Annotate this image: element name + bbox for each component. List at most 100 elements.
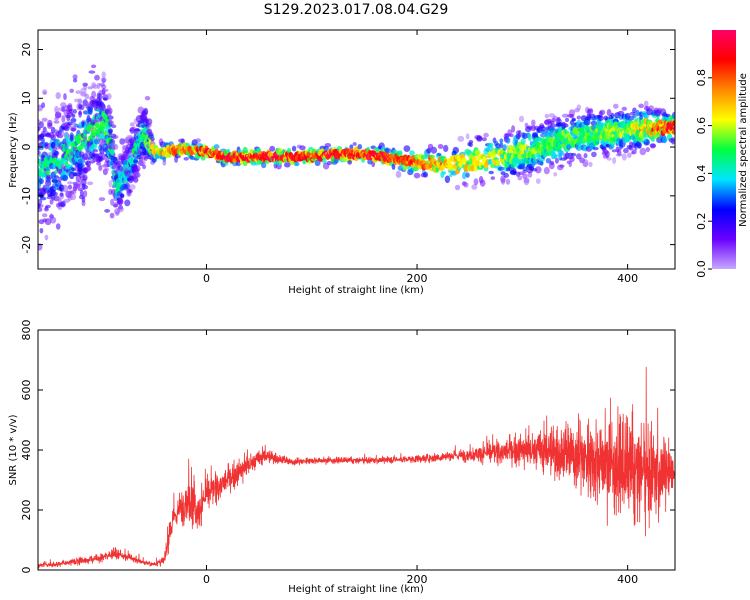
spectrogram-cell [129, 122, 135, 127]
spectrogram-cell [476, 135, 483, 142]
spectrogram-cell [621, 106, 627, 111]
spectrogram-cell [591, 151, 597, 158]
spectrogram-cell [352, 142, 357, 146]
colorbar-ticks: 0.0 0.2 0.4 0.6 0.8 [695, 69, 712, 278]
spectrogram-cell [648, 105, 655, 112]
spectrogram-cell [517, 175, 523, 181]
spectrogram-cell [357, 144, 363, 150]
spectrogram-cell [471, 184, 478, 190]
spectrogram-cell [505, 137, 511, 144]
spectrogram-cell [75, 90, 82, 94]
spectrogram-cell [665, 113, 671, 118]
spectrogram-cell [110, 120, 115, 126]
snr-y-ticks: 0 200 400 600 800 [20, 320, 675, 574]
x-tick-label: 0 [203, 272, 210, 285]
spectrogram-cell [59, 192, 64, 197]
spectrogram-cell [505, 178, 511, 185]
spectrogram-cell [70, 118, 77, 123]
spectrogram-cell [83, 190, 88, 198]
spectrogram-cell [112, 143, 119, 150]
spectrogram-cell [576, 104, 582, 111]
spectrogram-cell [582, 161, 589, 168]
spectrogram-cell [623, 148, 629, 154]
spectrogram-cell [93, 138, 101, 145]
spectrogram-cell [117, 206, 124, 213]
spectrogram-cell [42, 89, 48, 95]
y-tick-label: 0 [20, 144, 33, 151]
spectrogram-cell [261, 162, 267, 169]
y-tick-label: 10 [20, 91, 33, 105]
spectrogram-cell [84, 93, 90, 100]
spectrogram-cell [150, 137, 155, 142]
spectrogram-cell [503, 172, 509, 178]
spectrogram-cell [544, 113, 549, 119]
y-tick-label: 800 [20, 320, 33, 341]
spectrogram-cell [347, 160, 353, 165]
spectrogram-cell [45, 169, 51, 176]
spectrogram-cell [45, 204, 51, 209]
spectrogram-cell [611, 149, 617, 153]
spectrogram-cell [71, 127, 76, 132]
spectrogram-cell [650, 143, 656, 149]
colorbar-tick-label: 0.2 [695, 212, 708, 230]
spectrogram-cell [101, 84, 107, 90]
spectrogram-cell [463, 182, 469, 188]
spectrogram-cell [672, 126, 675, 131]
spectrogram-cell [41, 117, 48, 122]
spectrogram-cell [98, 164, 103, 171]
spectrogram-cell [465, 172, 470, 178]
spectrogram-cell [610, 112, 615, 119]
spectrogram-cell [108, 129, 113, 136]
spectrogram-cell [518, 115, 525, 123]
spectrogram-cell [550, 123, 557, 128]
spectrogram-ridge-cell [76, 137, 81, 144]
spectrogram-cell [483, 132, 489, 138]
spectrogram-cell [632, 107, 637, 114]
spectrogram-cell [93, 143, 98, 149]
spectrogram-cell [102, 88, 109, 93]
spectrogram-cell [385, 148, 392, 154]
colorbar-tick-label: 0.0 [695, 260, 708, 278]
spectrogram-cell [507, 129, 513, 135]
spectrogram-cell [650, 136, 656, 142]
spectrogram-cell [430, 146, 438, 154]
spectrogram-cell [51, 191, 58, 196]
spectrogram-cell [78, 158, 86, 164]
spectrogram-cell [72, 74, 78, 80]
spectrogram-cell [67, 184, 73, 190]
spectrogram-cell [645, 139, 650, 146]
spectrogram-ridge-cell [470, 165, 475, 172]
spectrogram-cell [78, 98, 83, 105]
spectrogram-cell [643, 113, 649, 120]
spectrogram-cell [128, 189, 133, 193]
spectrogram-cell [49, 199, 54, 205]
spectrogram-cell [58, 129, 65, 138]
spectrogram-cell [78, 163, 85, 169]
y-tick-label: 20 [20, 43, 33, 57]
spectrogram-cell [82, 174, 88, 181]
colorbar-tick-label: 0.4 [695, 165, 708, 183]
spectrogram-cell [462, 171, 467, 180]
spectrogram-cell [671, 129, 675, 135]
spectrogram-cell [162, 160, 167, 166]
x-tick-label: 200 [407, 272, 428, 285]
spectrogram-cell [73, 109, 77, 114]
spectrogram-cell [613, 103, 619, 109]
spectrogram-ridge-cell [672, 120, 675, 127]
spectrogram-cell [643, 100, 649, 108]
spectrogram-cell [522, 169, 528, 173]
spectrogram-cell [637, 141, 642, 149]
spectrogram-cell [61, 106, 66, 113]
spectrogram-cell [422, 171, 429, 178]
spectrogram-cell [38, 207, 43, 212]
spectrogram-cell [128, 184, 136, 190]
y-tick-label: 0 [20, 567, 33, 574]
spectrogram-cell [88, 70, 96, 74]
spectrogram-cell [38, 243, 43, 251]
spectrogram-cell [144, 96, 151, 101]
spectrogram-cell [104, 167, 110, 171]
spectrogram-cell [148, 132, 154, 137]
spectrogram-cell [135, 168, 140, 175]
spectrogram-cell [612, 157, 617, 164]
chart-title: S129.2023.017.08.04.G29 [264, 2, 449, 18]
